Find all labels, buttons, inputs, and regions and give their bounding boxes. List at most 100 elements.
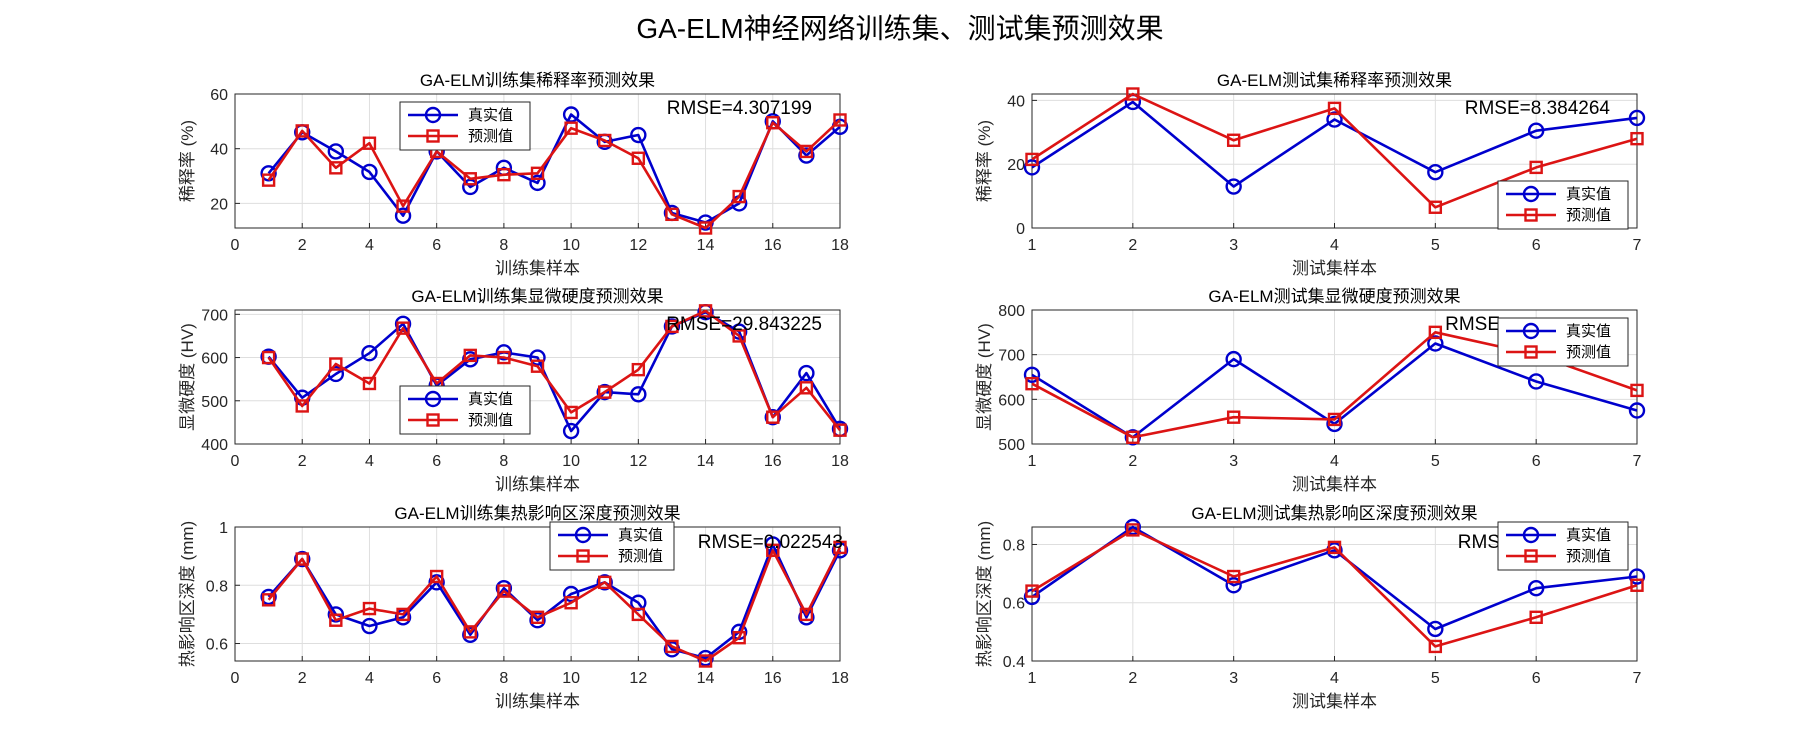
subplot-title: GA-ELM训练集热影响区深度预测效果 <box>394 504 680 523</box>
x-tick-label: 2 <box>1128 670 1137 687</box>
x-tick-label: 6 <box>1532 237 1541 254</box>
subplot-grid: 0 2 4 6 8 10 12 14 16 18204060GA-ELM训练集稀释率预测效果训练集… <box>178 71 1646 711</box>
x-tick-label: 1 <box>1028 670 1037 687</box>
data-point <box>1326 111 1343 128</box>
data-point <box>596 383 613 401</box>
data-point <box>394 207 412 224</box>
data-point <box>766 543 780 558</box>
subplot-title: GA-ELM训练集显微硬度预测效果 <box>411 287 663 306</box>
legend-box <box>399 385 531 435</box>
x-tick-label: 1 <box>1028 453 1037 470</box>
y-tick-label: 700 <box>201 307 228 324</box>
data-point <box>530 359 545 373</box>
data-point <box>1225 577 1242 594</box>
legend-label: 真实值 <box>468 390 513 408</box>
data-point <box>327 143 345 160</box>
data-point <box>529 174 546 192</box>
y-tick-label: 0 <box>1016 221 1025 238</box>
subplot-5: 0 2 4 6 8 10 12 14 16 18 0.6 0.8 1 GA-ELM训练集热影响区深度预测效… <box>178 504 849 711</box>
subplot-1: 0 2 4 6 8 10 12 14 16 18 20 40 60 GA-ELM训练集稀释率预测效果训练集… <box>178 71 849 278</box>
data-point <box>1025 584 1039 598</box>
data-point <box>497 584 511 598</box>
x-tick-label: 6 <box>1532 453 1541 470</box>
series-line <box>1031 525 1638 631</box>
data-point <box>665 319 679 334</box>
x-tick-label: 4 <box>1330 237 1339 254</box>
x-tick-label: 12 <box>629 453 647 470</box>
data-point <box>766 116 780 130</box>
data-point <box>294 550 311 568</box>
legend-label: 预测值 <box>1566 344 1611 361</box>
data-point <box>732 329 746 343</box>
subplot-6: 1 2 3 4 5 6 7 0.4 0.6 0.8 GA-ELM测试集热影响区深度预测效果测试集样本… <box>975 504 1646 711</box>
rmse-annotation: RMSE=29.843225 <box>666 314 822 335</box>
data-point <box>630 126 647 144</box>
x-tick-label: 4 <box>1330 453 1339 470</box>
data-point <box>463 172 477 186</box>
y-axis-label: 热影响区深度 (mm) <box>975 521 994 667</box>
data-point <box>530 610 545 625</box>
data-point <box>1124 518 1142 536</box>
data-point <box>1427 335 1444 352</box>
data-point <box>1225 350 1242 368</box>
data-point <box>562 585 580 603</box>
data-point <box>1124 429 1142 446</box>
y-tick-label: 20 <box>1007 157 1025 174</box>
data-point <box>1628 109 1646 127</box>
x-tick-label: 18 <box>831 237 849 254</box>
series-predicted <box>1025 87 1644 214</box>
x-tick-label: 14 <box>697 670 715 687</box>
data-point <box>529 349 546 366</box>
data-point <box>596 574 613 591</box>
data-point <box>260 588 277 606</box>
y-tick-label: 40 <box>1007 93 1025 110</box>
data-point <box>1025 152 1039 167</box>
axes-frame <box>234 526 841 662</box>
data-point <box>698 304 713 318</box>
data-point <box>1427 163 1444 181</box>
data-point <box>295 124 309 138</box>
x-tick-label: 16 <box>764 670 782 687</box>
data-point <box>497 167 511 182</box>
x-axis-label: 训练集样本 <box>495 475 580 494</box>
x-tick-label: 0 <box>231 237 240 254</box>
data-point <box>799 381 814 395</box>
x-axis-label: 测试集样本 <box>1292 475 1377 494</box>
x-tick-label: 5 <box>1431 453 1440 470</box>
y-tick-label: 20 <box>210 196 228 213</box>
legend-swatch-marker <box>1522 185 1540 203</box>
x-tick-label: 2 <box>1128 453 1137 470</box>
y-axis-label: 显微硬度 (HV) <box>975 323 994 431</box>
y-axis-label: 热影响区深度 (mm) <box>178 521 197 667</box>
x-tick-label: 4 <box>365 670 374 687</box>
y-tick-label: 400 <box>201 437 228 454</box>
x-tick-label: 8 <box>499 453 508 470</box>
y-axis-label: 显微硬度 (HV) <box>178 323 197 431</box>
x-tick-label: 16 <box>764 237 782 254</box>
data-point <box>1628 568 1646 585</box>
data-point <box>630 386 647 403</box>
subplot-title: GA-ELM测试集稀释率预测效果 <box>1217 71 1452 90</box>
y-tick-label: 700 <box>998 348 1025 365</box>
x-tick-label: 2 <box>1128 237 1137 254</box>
legend-box <box>1497 521 1629 571</box>
legend-label: 预测值 <box>468 412 513 429</box>
series-predicted <box>261 113 847 235</box>
data-point <box>1630 383 1644 398</box>
data-point <box>462 351 479 368</box>
subplot-3: 0 2 4 6 8 10 12 14 16 18 400 500 600 700 GA-ELM训练集显微硬度… <box>178 287 849 494</box>
data-point <box>396 321 410 335</box>
data-point <box>497 350 511 365</box>
axes-frame <box>234 93 841 229</box>
data-point <box>1428 639 1443 654</box>
legend-swatch-marker <box>1522 526 1540 544</box>
data-point <box>1023 159 1041 176</box>
y-tick-label: 500 <box>201 394 228 411</box>
x-tick-label: 4 <box>1330 670 1339 687</box>
x-tick-label: 2 <box>298 670 307 687</box>
data-point <box>766 410 780 424</box>
series-line <box>1031 528 1638 648</box>
subplot-4: 1 2 3 4 5 6 7 500 600 700 800 GA-ELM测试集显微硬度预测效果测试集样… <box>975 287 1646 494</box>
y-tick-label: 600 <box>998 392 1025 409</box>
